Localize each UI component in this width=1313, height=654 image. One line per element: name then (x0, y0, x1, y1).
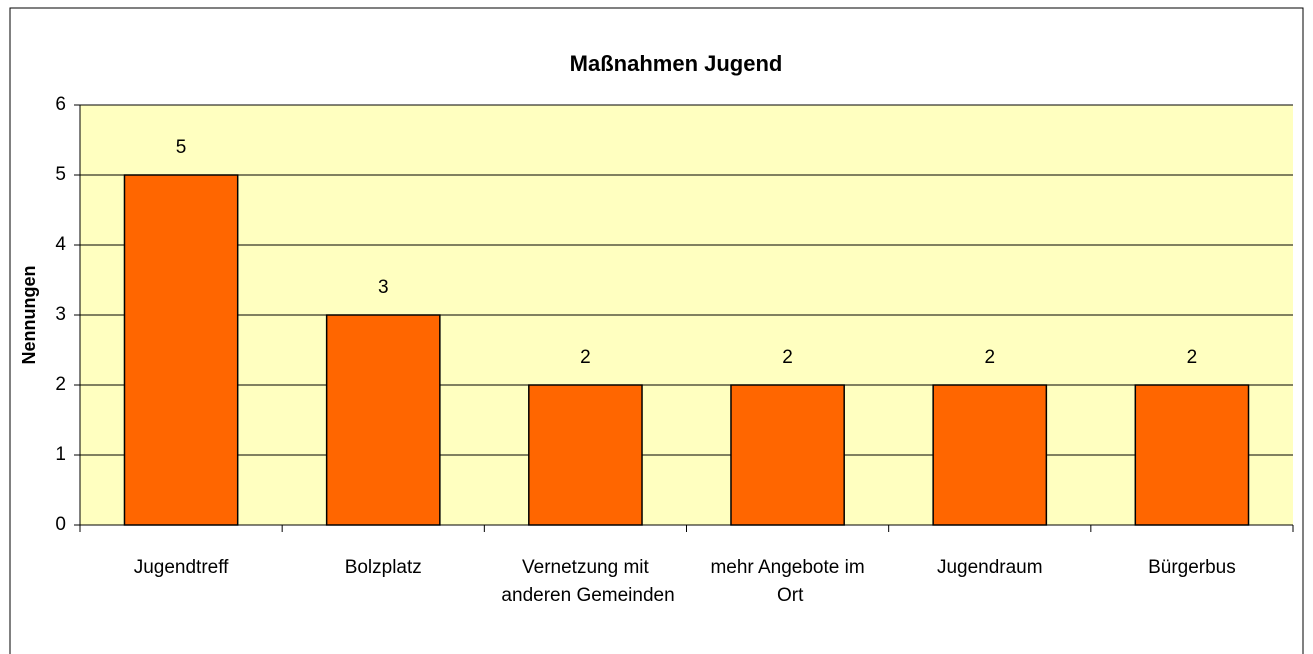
y-tick-label: 0 (55, 514, 66, 535)
y-tick-label: 5 (55, 164, 66, 185)
x-tick-label: mehr Angebote im Ort (710, 557, 864, 606)
data-label: 2 (782, 347, 793, 368)
y-tick-label: 6 (55, 94, 66, 115)
x-tick-label: Bolzplatz (345, 557, 422, 578)
bar (325, 314, 441, 526)
x-tick-label: Bürgerbus (1148, 557, 1236, 578)
x-tick-label: Jugendtreff (134, 557, 229, 578)
x-tick-label: Vernetzung mit anderen Gemeinden (496, 557, 675, 606)
data-label: 3 (378, 277, 389, 298)
data-label: 2 (1187, 347, 1198, 368)
data-label: 2 (984, 347, 995, 368)
y-tick-label: 3 (55, 304, 66, 325)
y-tick-label: 4 (55, 234, 66, 255)
bar (1134, 384, 1250, 526)
data-label: 2 (580, 347, 591, 368)
y-axis-label: Nennungen (19, 266, 39, 365)
y-tick-label: 1 (55, 444, 66, 465)
x-tick-label: Jugendraum (937, 557, 1043, 578)
bar (932, 384, 1048, 526)
chart-title: Maßnahmen Jugend (570, 51, 783, 76)
bar (123, 174, 239, 526)
data-label: 5 (176, 137, 187, 158)
y-tick-label: 2 (55, 374, 66, 395)
chart-frame (9, 7, 1304, 654)
bar (730, 384, 845, 526)
bar (528, 384, 643, 526)
